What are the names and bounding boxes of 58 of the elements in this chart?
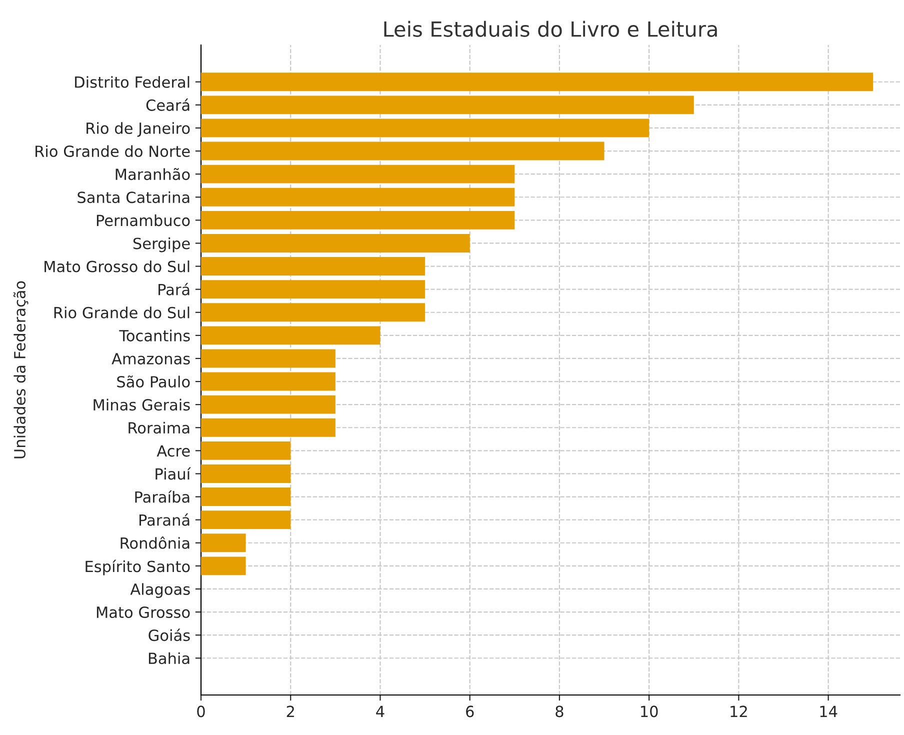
- bar: [201, 234, 470, 252]
- x-tick-label: 12: [730, 706, 747, 718]
- bar: [201, 72, 874, 92]
- y-tick-label: Ceará: [146, 98, 190, 111]
- y-tick-label: Santa Catarina: [78, 191, 190, 204]
- bar: [201, 464, 291, 483]
- y-tick-label: Pernambuco: [96, 214, 190, 226]
- bar: [201, 326, 380, 345]
- bar: [201, 418, 336, 437]
- y-tick-label: Rondônia: [120, 536, 190, 549]
- x-tick-label: 8: [556, 706, 564, 718]
- y-tick-label: Distrito Federal: [75, 76, 190, 88]
- bar: [201, 349, 336, 368]
- bar: [201, 118, 650, 138]
- x-tick-label: 2: [286, 706, 294, 718]
- x-tick-label: 14: [820, 706, 838, 718]
- y-tick-label: Minas Gerais: [94, 398, 190, 411]
- x-tick-label: 0: [197, 706, 205, 718]
- y-tick-label: Espírito Santo: [86, 560, 190, 576]
- y-tick-label: Mato Grosso do Sul: [44, 260, 190, 272]
- bar: [201, 280, 426, 299]
- y-axis-title: Unidades da Federação: [13, 281, 28, 458]
- bar: [201, 164, 515, 184]
- bar: [201, 534, 246, 552]
- y-tick-label: Rio de Janeiro: [86, 122, 190, 137]
- y-tick-label: Mato Grosso: [96, 606, 190, 618]
- y-tick-label: Rio Grande do Sul: [54, 306, 190, 318]
- y-tick-label: Paraíba: [135, 490, 190, 503]
- y-tick-label: Acre: [156, 445, 190, 457]
- x-tick-label: 6: [466, 706, 474, 718]
- y-tick-label: Sergipe: [133, 237, 190, 252]
- y-tick-label: Tocantins: [119, 330, 190, 342]
- x-tick-label: 10: [641, 706, 658, 718]
- bar: [201, 188, 515, 206]
- bar: [201, 210, 515, 230]
- y-tick-label: Bahia: [148, 652, 190, 664]
- bar: [201, 303, 426, 322]
- bar: [201, 96, 694, 114]
- bar: [201, 488, 291, 506]
- bar: [201, 441, 291, 460]
- bar: [201, 556, 246, 576]
- y-tick-label: Alagoas: [130, 583, 190, 598]
- bar: [201, 257, 426, 276]
- bar: [201, 510, 291, 530]
- bar: [201, 372, 336, 391]
- y-tick-label: Amazonas: [112, 353, 190, 364]
- bar: [201, 142, 604, 160]
- y-tick-label: Roraima: [128, 422, 190, 434]
- y-tick-label: Maranhão: [116, 168, 190, 180]
- y-tick-label: Goiás: [148, 628, 190, 642]
- bar: [201, 395, 336, 414]
- y-tick-label: Rio Grande do Norte: [36, 145, 190, 158]
- x-tick-label: 4: [376, 706, 384, 718]
- chart-title: Leis Estaduais do Livro e Leitura: [384, 20, 717, 37]
- y-tick-label: Pará: [158, 282, 190, 296]
- y-tick-label: Piauí: [156, 467, 191, 480]
- y-tick-label: São Paulo: [117, 375, 190, 388]
- y-tick-label: Paraná: [140, 513, 190, 526]
